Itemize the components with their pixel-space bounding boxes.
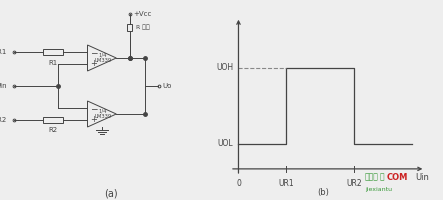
Text: 0: 0 (236, 179, 241, 188)
Bar (127, 24, 132, 31)
Text: Uin: Uin (0, 83, 7, 89)
Text: (b): (b) (318, 188, 329, 197)
Text: COM: COM (386, 172, 408, 182)
Text: R1: R1 (48, 60, 57, 66)
Text: UOH: UOH (216, 63, 233, 72)
Text: UR1: UR1 (278, 179, 294, 188)
Bar (43, 117, 62, 123)
Bar (43, 49, 62, 55)
Text: R 上拉: R 上拉 (136, 25, 150, 30)
Text: 1/4
LM339: 1/4 LM339 (94, 109, 112, 119)
Text: UR2: UR2 (346, 179, 362, 188)
Text: +Vcc: +Vcc (133, 11, 151, 17)
Text: −: − (90, 104, 98, 113)
Text: 1/4
LM339: 1/4 LM339 (94, 53, 112, 63)
Text: R2: R2 (48, 127, 57, 133)
Text: jiexiantu: jiexiantu (365, 186, 392, 192)
Text: UOL: UOL (218, 139, 233, 148)
Text: Uo: Uo (163, 83, 172, 89)
Text: UR1: UR1 (0, 49, 7, 55)
Text: ．: ． (380, 172, 385, 182)
Text: −: − (90, 48, 98, 57)
Text: 捕线图: 捕线图 (365, 172, 379, 182)
Text: (a): (a) (104, 188, 117, 198)
Text: +: + (90, 115, 97, 124)
Text: UR2: UR2 (0, 117, 7, 123)
Text: +: + (90, 59, 97, 68)
Text: Uin: Uin (415, 173, 429, 182)
